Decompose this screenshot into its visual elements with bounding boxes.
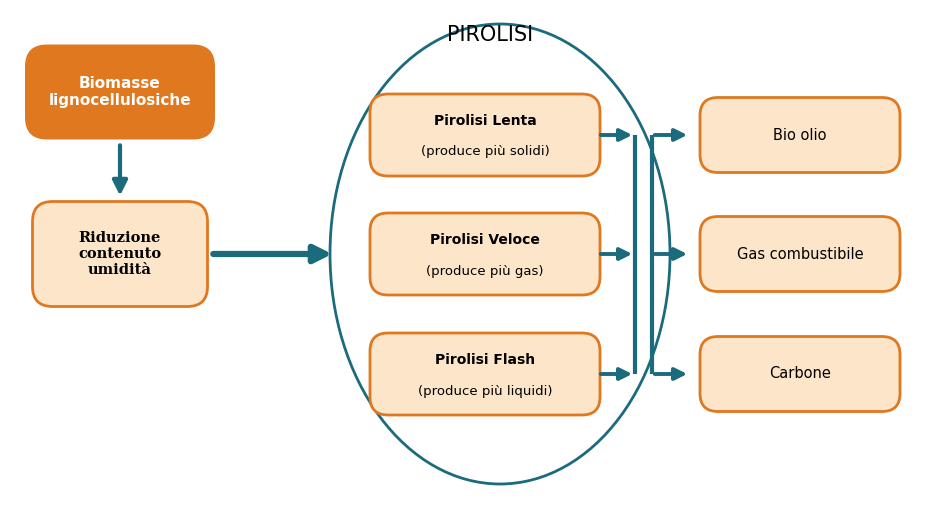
FancyBboxPatch shape <box>699 337 899 412</box>
Text: Pirolisi Flash: Pirolisi Flash <box>434 353 535 367</box>
Text: Pirolisi Lenta: Pirolisi Lenta <box>433 114 535 128</box>
FancyBboxPatch shape <box>25 45 214 139</box>
Text: Riduzione
contenuto
umidità: Riduzione contenuto umidità <box>78 231 161 277</box>
FancyBboxPatch shape <box>369 94 599 176</box>
Text: Gas combustibile: Gas combustibile <box>736 246 862 262</box>
Text: Biomasse
lignocellulosiche: Biomasse lignocellulosiche <box>48 76 191 108</box>
FancyBboxPatch shape <box>699 216 899 292</box>
Text: Pirolisi Veloce: Pirolisi Veloce <box>430 233 539 247</box>
FancyBboxPatch shape <box>699 97 899 172</box>
Text: (produce più liquidi): (produce più liquidi) <box>418 384 551 397</box>
Text: (produce più gas): (produce più gas) <box>426 265 543 277</box>
Text: Carbone: Carbone <box>768 367 830 381</box>
Text: PIROLISI: PIROLISI <box>446 25 533 45</box>
FancyBboxPatch shape <box>369 333 599 415</box>
FancyBboxPatch shape <box>32 201 207 307</box>
Text: Bio olio: Bio olio <box>772 127 826 142</box>
Text: (produce più solidi): (produce più solidi) <box>420 146 548 159</box>
FancyBboxPatch shape <box>369 213 599 295</box>
